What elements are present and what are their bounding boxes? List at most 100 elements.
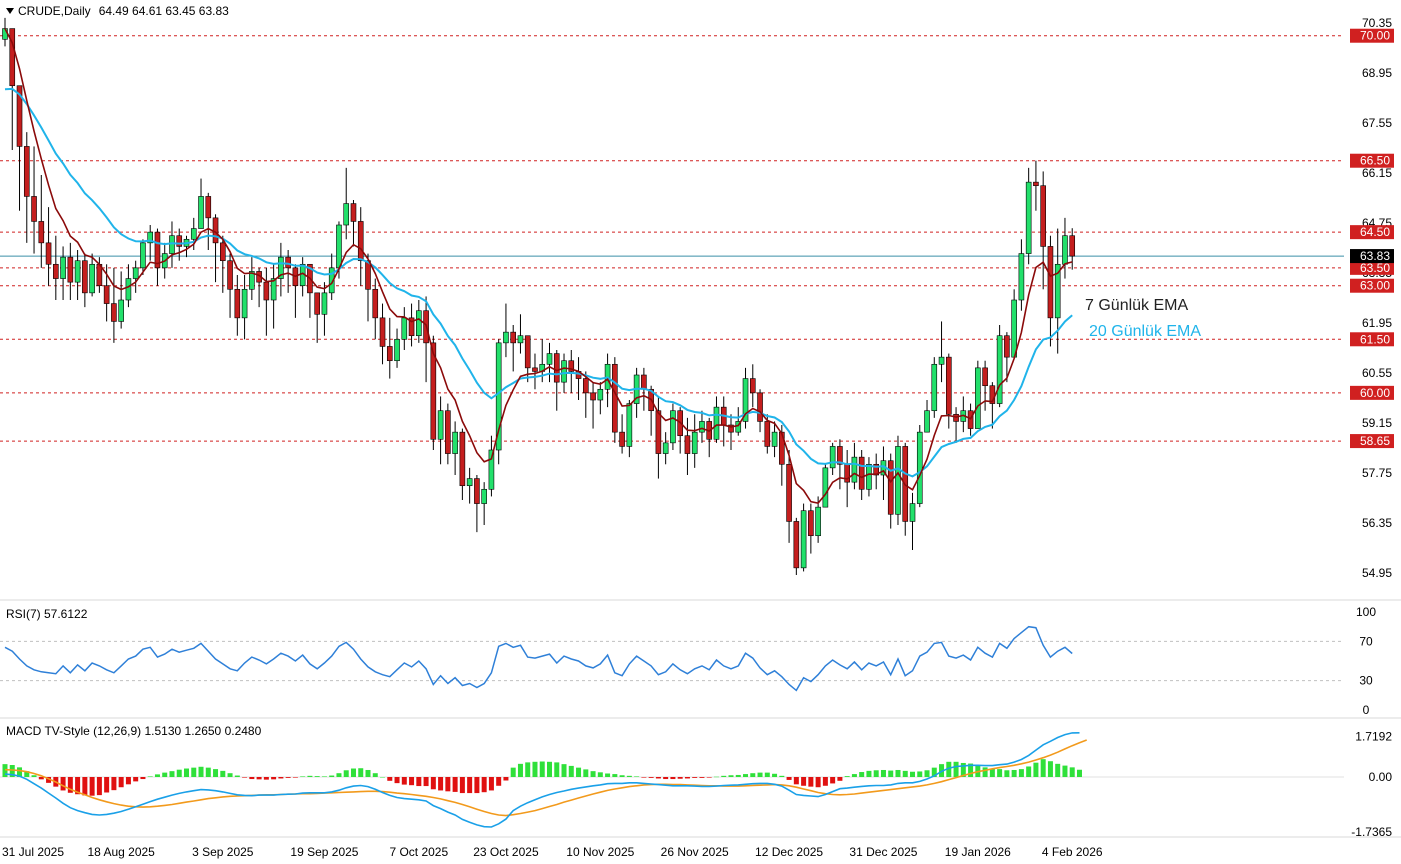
price-axis-tick-2: 67.55 <box>1362 116 1392 130</box>
level-price-label: 63.50 <box>1360 261 1390 275</box>
bearish-candle <box>474 478 480 504</box>
macd-hist-bar-positive <box>554 762 560 777</box>
level-price-tag <box>1350 153 1394 168</box>
level-price-label: 66.50 <box>1360 154 1390 168</box>
bearish-candle <box>67 256 74 283</box>
bullish-candle <box>1062 235 1068 265</box>
price-axis-tick-10: 56.35 <box>1362 516 1392 530</box>
bullish-candle <box>1011 299 1017 358</box>
bearish-candle <box>1047 246 1054 319</box>
bullish-candle <box>916 431 923 504</box>
bullish-candle <box>495 342 502 451</box>
macd-hist-bar-positive <box>300 776 306 777</box>
macd-hist-bar-negative <box>285 777 291 778</box>
rsi-axis-tick-3: 0 <box>1363 703 1370 717</box>
macd-hist-bar-positive <box>154 774 160 777</box>
macd-hist-bar-positive <box>953 761 959 777</box>
macd-hist-bar-positive <box>561 764 567 777</box>
macd-hist-bar-positive <box>946 761 952 777</box>
macd-hist-bar-positive <box>343 770 349 777</box>
macd-hist-bar-positive <box>982 767 988 777</box>
macd-hist-bar-negative <box>423 777 429 787</box>
macd-hist-bar-positive <box>1040 759 1046 777</box>
macd-hist-bar-positive <box>626 775 632 777</box>
macd-hist-bar-negative <box>430 777 436 790</box>
bullish-candle <box>147 231 153 244</box>
bullish-candle <box>125 278 132 301</box>
macd-hist-bar-negative <box>409 777 415 786</box>
bearish-candle <box>887 460 894 515</box>
level-price-tag <box>1350 278 1394 293</box>
level-price-label: 63.00 <box>1360 279 1390 293</box>
macd-hist-bar-positive <box>619 775 625 777</box>
bullish-candle <box>546 353 553 365</box>
macd-hist-bar-positive <box>162 772 168 777</box>
bearish-candle <box>445 410 451 454</box>
bullish-candle <box>270 278 277 301</box>
level-price-tag <box>1350 225 1394 240</box>
macd-hist-bar-negative <box>401 777 407 785</box>
macd-hist-bar-positive <box>380 777 386 778</box>
macd-hist-bar-negative <box>467 777 473 794</box>
date-axis-tick-6: 10 Nov 2025 <box>566 845 634 859</box>
macd-hist-bar-positive <box>750 773 756 777</box>
bearish-candle <box>858 456 865 490</box>
macd-hist-bar-negative <box>82 777 88 796</box>
ema20-line <box>4 87 1073 478</box>
bearish-candle <box>212 217 219 244</box>
macd-hist-bar-positive <box>968 763 974 777</box>
macd-hist-bar-positive <box>728 775 734 777</box>
macd-hist-bar-negative <box>677 777 683 779</box>
bullish-candle <box>169 235 175 254</box>
macd-hist-bar-negative <box>655 777 661 779</box>
bearish-candle <box>641 374 647 390</box>
bullish-candle <box>815 506 821 537</box>
macd-hist-bar-positive <box>721 775 727 777</box>
bearish-candle <box>379 317 386 347</box>
macd-hist-bar-positive <box>1069 767 1075 777</box>
bearish-candle <box>757 392 763 422</box>
bullish-candle <box>1018 253 1025 301</box>
macd-hist-bar-negative <box>445 777 451 792</box>
bullish-candle <box>328 267 335 294</box>
bullish-candle <box>691 431 698 454</box>
bullish-candle <box>975 367 981 429</box>
macd-hist-bar-negative <box>488 777 494 791</box>
price-axis-tick-1: 68.95 <box>1362 66 1392 80</box>
macd-hist-bar-negative <box>699 777 705 778</box>
macd-axis-tick-2: -1.7365 <box>1351 825 1392 839</box>
macd-hist-bar-positive <box>31 775 37 777</box>
bearish-candle <box>568 360 575 372</box>
bearish-candle <box>53 263 59 279</box>
macd-hist-bar-negative <box>808 777 814 787</box>
bullish-candle <box>190 228 197 240</box>
macd-hist-bar-positive <box>989 768 995 777</box>
bearish-candle <box>23 146 30 197</box>
macd-hist-bar-positive <box>859 772 865 777</box>
bearish-candle <box>779 431 785 465</box>
date-axis-tick-2: 3 Sep 2025 <box>192 845 254 859</box>
macd-hist-bar-positive <box>1047 761 1053 777</box>
level-price-tag <box>1350 332 1394 347</box>
bearish-candle <box>1004 335 1010 358</box>
macd-hist-bar-positive <box>1018 769 1024 777</box>
macd-hist-bar-positive <box>888 770 894 777</box>
rsi-title: RSI(7) 57.6122 <box>6 607 88 621</box>
bearish-candle <box>154 231 161 269</box>
macd-hist-bar-negative <box>822 777 828 786</box>
macd-hist-bar-positive <box>17 767 23 777</box>
bullish-candle <box>699 421 705 433</box>
date-axis-tick-5: 23 Oct 2025 <box>473 845 539 859</box>
price-axis-tick-3: 66.15 <box>1362 166 1392 180</box>
macd-hist-bar-positive <box>307 775 313 777</box>
bullish-candle <box>517 335 524 344</box>
bullish-candle <box>931 363 938 412</box>
macd-hist-bar-negative <box>648 777 654 778</box>
macd-hist-bar-negative <box>786 777 792 780</box>
bearish-candle <box>9 28 16 87</box>
collapse-triangle-icon[interactable] <box>6 8 14 14</box>
macd-hist-bar-negative <box>387 777 393 781</box>
bullish-candle <box>670 410 676 444</box>
bullish-candle <box>503 331 509 344</box>
